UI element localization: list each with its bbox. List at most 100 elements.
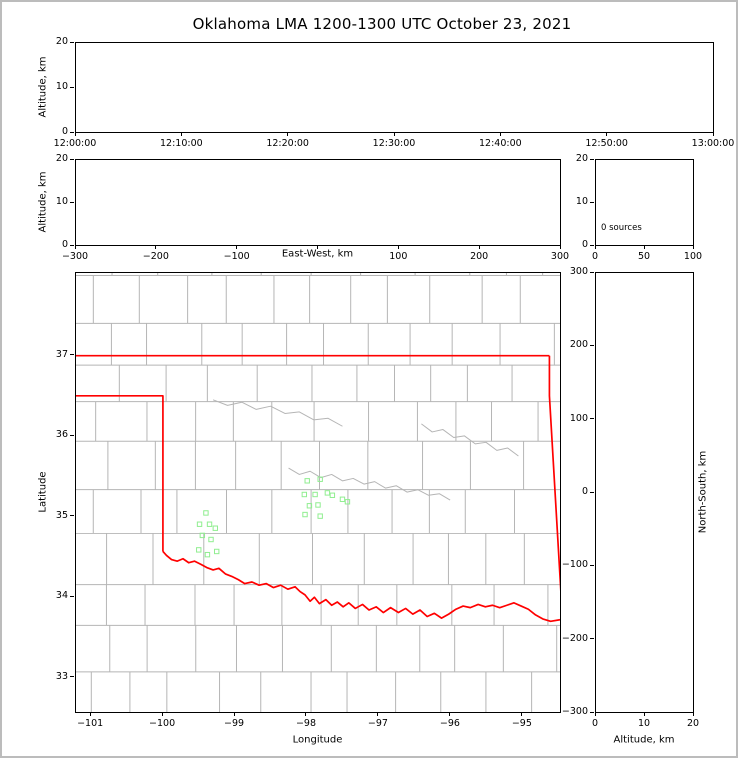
tick-mark bbox=[70, 595, 74, 597]
time-altitude-panel bbox=[75, 42, 714, 133]
tick-label: 34 bbox=[55, 590, 68, 602]
oklahoma-map bbox=[76, 273, 560, 712]
tick-label: 200 bbox=[569, 339, 588, 351]
tick-label: 300 bbox=[569, 266, 588, 277]
lma-source-point bbox=[317, 513, 323, 519]
tick-label: 10 bbox=[55, 81, 68, 92]
tick-mark bbox=[590, 201, 594, 203]
tick-label: −100 bbox=[561, 559, 588, 571]
tick-label: 12:00:00 bbox=[53, 138, 97, 149]
tick-mark bbox=[70, 676, 74, 678]
lma-source-point bbox=[312, 491, 318, 498]
tick-label: −200 bbox=[561, 632, 588, 644]
tick-mark bbox=[393, 132, 395, 136]
river-line bbox=[212, 399, 343, 427]
tick-mark bbox=[643, 712, 645, 716]
tick-label: 13:00:00 bbox=[691, 138, 735, 149]
tick-label: −101 bbox=[77, 718, 104, 729]
tick-mark bbox=[643, 245, 645, 249]
lma-source-point bbox=[212, 525, 219, 531]
tick-label: 10 bbox=[575, 196, 588, 207]
lma-source-point bbox=[199, 532, 206, 539]
tick-label: 0 bbox=[61, 239, 68, 250]
tick-label: 35 bbox=[55, 509, 68, 521]
tick-label: −200 bbox=[142, 251, 169, 262]
tick-label: 33 bbox=[55, 670, 68, 682]
tick-label: 0 bbox=[591, 251, 599, 262]
tick-mark bbox=[590, 271, 594, 273]
lma-source-point bbox=[344, 499, 351, 505]
tick-mark bbox=[74, 132, 76, 136]
tick-mark bbox=[594, 245, 596, 249]
tick-mark bbox=[180, 132, 182, 136]
lma-source-point bbox=[196, 521, 203, 527]
lma-source-point bbox=[317, 476, 323, 482]
tick-label: −99 bbox=[223, 718, 245, 729]
tick-label: 50 bbox=[637, 251, 651, 262]
source-count-label: 0 sources bbox=[601, 223, 642, 233]
tick-label: 10 bbox=[55, 196, 68, 207]
tick-label: −300 bbox=[561, 706, 588, 717]
tick-label: −98 bbox=[295, 718, 317, 729]
tick-mark bbox=[692, 712, 694, 716]
tick-label: 12:20:00 bbox=[266, 138, 309, 149]
tick-mark bbox=[606, 132, 608, 136]
tick-mark bbox=[594, 712, 596, 716]
lma-source-point bbox=[306, 503, 313, 509]
tick-mark bbox=[70, 41, 74, 43]
tick-label: 12:10:00 bbox=[159, 138, 203, 149]
ylabel-time: Altitude, km bbox=[37, 56, 49, 118]
lma-source-point bbox=[301, 491, 308, 498]
tick-label: 12:30:00 bbox=[372, 138, 416, 149]
plan-view-map-panel bbox=[75, 272, 561, 713]
state-border bbox=[76, 394, 164, 552]
xlabel-map: Longitude bbox=[292, 734, 343, 746]
lma-source-point bbox=[329, 492, 336, 498]
tick-label: 20 bbox=[686, 718, 700, 729]
tick-label: −100 bbox=[223, 251, 250, 262]
lma-source-point bbox=[315, 502, 321, 508]
lma-source-point bbox=[304, 478, 310, 484]
tick-label: 200 bbox=[470, 251, 489, 262]
tick-mark bbox=[89, 712, 91, 716]
tick-label: 37 bbox=[55, 348, 68, 360]
tick-label: 12:40:00 bbox=[478, 138, 522, 149]
tick-mark bbox=[590, 638, 594, 640]
tick-label: 0 bbox=[61, 126, 68, 137]
river-line bbox=[421, 423, 519, 457]
tick-mark bbox=[236, 245, 238, 249]
ylabel-map: Latitude bbox=[37, 471, 49, 513]
tick-label: 300 bbox=[550, 251, 570, 262]
northsouth-altitude-panel bbox=[595, 272, 694, 713]
tick-mark bbox=[70, 131, 74, 133]
tick-mark bbox=[70, 86, 74, 88]
tick-mark bbox=[590, 491, 594, 493]
tick-label: 10 bbox=[637, 718, 651, 729]
altitude-histogram-panel: 0 sources bbox=[595, 159, 694, 246]
tick-mark bbox=[70, 354, 74, 356]
tick-mark bbox=[590, 158, 594, 160]
xlabel-northsouth: Altitude, km bbox=[613, 734, 675, 746]
ylabel-eastwest: Altitude, km bbox=[37, 171, 49, 233]
state-border bbox=[548, 355, 560, 592]
tick-label: −95 bbox=[511, 718, 532, 729]
tick-label: 20 bbox=[55, 153, 68, 164]
tick-mark bbox=[590, 711, 594, 713]
tick-mark bbox=[305, 712, 307, 716]
tick-label: −300 bbox=[61, 251, 89, 262]
tick-mark bbox=[712, 132, 714, 136]
tick-mark bbox=[317, 245, 318, 249]
eastwest-altitude-panel bbox=[75, 159, 561, 246]
tick-mark bbox=[478, 245, 480, 249]
tick-label: 0 bbox=[591, 718, 599, 729]
lma-source-point bbox=[203, 510, 209, 516]
tick-mark bbox=[590, 244, 594, 246]
lma-source-point bbox=[206, 521, 213, 527]
tick-mark bbox=[287, 132, 289, 136]
tick-mark bbox=[499, 132, 501, 136]
tick-mark bbox=[590, 344, 594, 346]
tick-mark bbox=[233, 712, 235, 716]
tick-mark bbox=[449, 712, 451, 716]
tick-label: 0 bbox=[581, 239, 588, 250]
tick-mark bbox=[521, 712, 523, 716]
